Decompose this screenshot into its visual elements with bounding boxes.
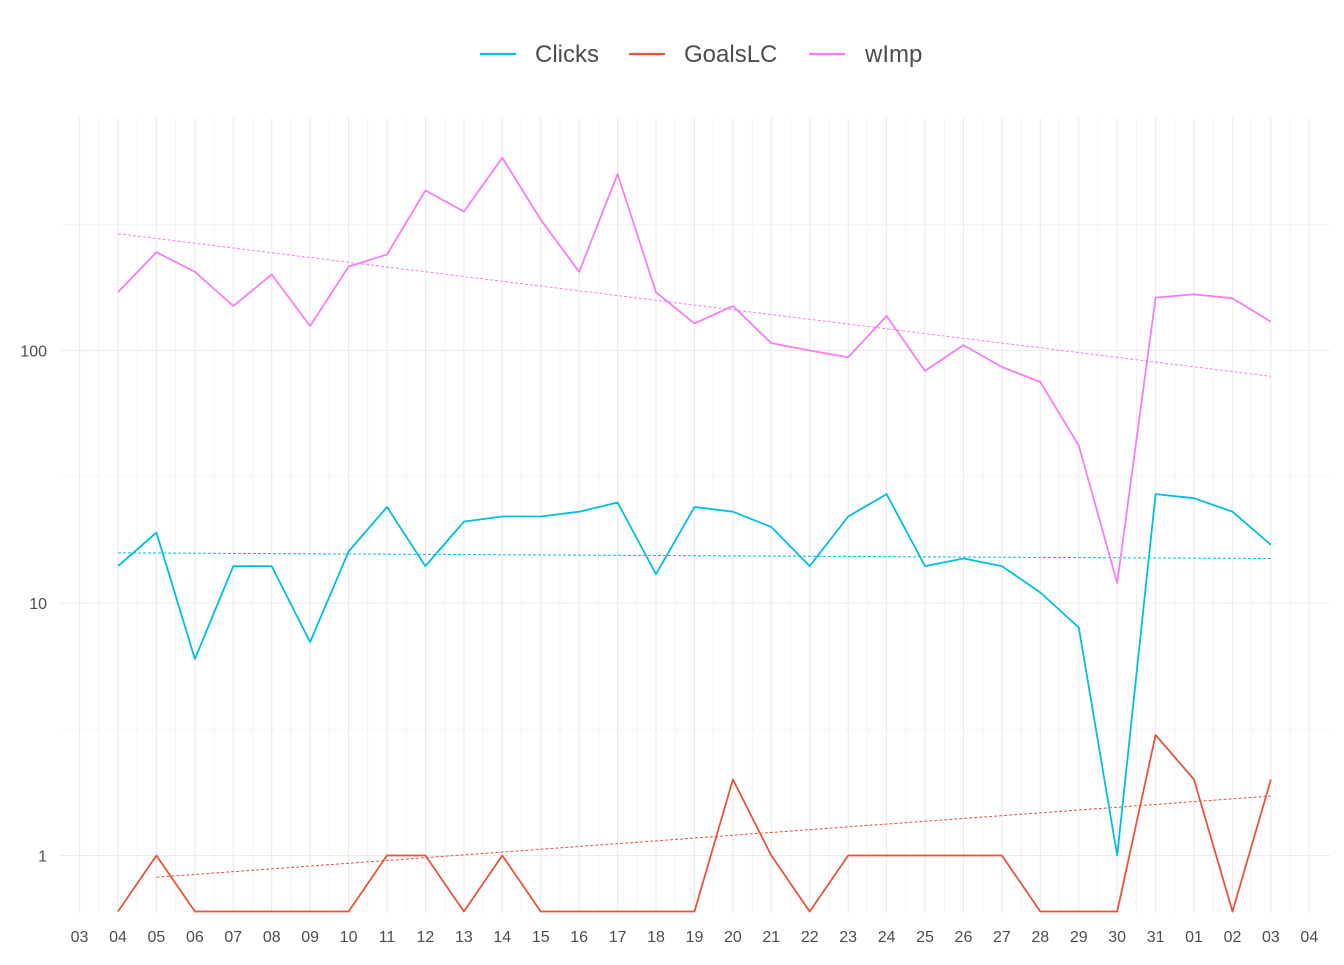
series-line-clicks bbox=[117, 493, 1272, 857]
y-tick-label: 1 bbox=[38, 849, 47, 866]
legend-item-goalslc: GoalsLC bbox=[629, 41, 777, 68]
x-tick-label: 21 bbox=[762, 929, 780, 946]
x-tick-label: 11 bbox=[379, 929, 396, 946]
x-tick-label: 27 bbox=[993, 929, 1011, 946]
trend-line-goalslc bbox=[156, 795, 1271, 878]
x-tick-label: 22 bbox=[801, 929, 819, 946]
x-tick-label: 01 bbox=[1185, 929, 1203, 946]
trend-layer bbox=[117, 233, 1271, 878]
x-tick-label: 08 bbox=[263, 929, 281, 946]
x-tick-label: 03 bbox=[1262, 929, 1280, 946]
y-tick-label: 100 bbox=[20, 344, 47, 361]
x-tick-label: 10 bbox=[340, 929, 358, 946]
x-tick-label: 14 bbox=[493, 929, 511, 946]
x-tick-label: 29 bbox=[1070, 929, 1088, 946]
grid-layer bbox=[60, 118, 1330, 913]
x-tick-label: 18 bbox=[647, 929, 665, 946]
series-layer bbox=[117, 156, 1272, 913]
x-tick-label: 25 bbox=[916, 929, 934, 946]
legend-label-goalslc: GoalsLC bbox=[684, 41, 777, 68]
x-tick-label: 09 bbox=[301, 929, 319, 946]
x-tick-label: 04 bbox=[109, 929, 127, 946]
x-tick-label: 05 bbox=[148, 929, 166, 946]
x-tick-label: 12 bbox=[417, 929, 435, 946]
x-tick-label: 26 bbox=[955, 929, 973, 946]
x-tick-label: 23 bbox=[839, 929, 857, 946]
x-tick-label: 30 bbox=[1108, 929, 1126, 946]
legend: Clicks GoalsLC wImp bbox=[480, 41, 922, 68]
x-tick-label: 15 bbox=[532, 929, 550, 946]
trend-line-clicks bbox=[117, 552, 1271, 560]
x-tick-label: 31 bbox=[1147, 929, 1165, 946]
y-tick-label: 10 bbox=[29, 596, 47, 613]
legend-label-wimp: wImp bbox=[864, 41, 922, 68]
axis-layer: 1 10 100 03 04 05 06 07 08 09 10 11 12 13 14 15 16 17 18 19… bbox=[20, 344, 1318, 947]
x-tick-label: 02 bbox=[1224, 929, 1242, 946]
x-tick-label: 16 bbox=[570, 929, 588, 946]
x-tick-label: 03 bbox=[71, 929, 89, 946]
x-tick-label: 19 bbox=[686, 929, 704, 946]
x-tick-label: 24 bbox=[878, 929, 896, 946]
trend-line-wimp bbox=[117, 233, 1271, 377]
x-tick-label: 06 bbox=[186, 929, 204, 946]
x-tick-label: 28 bbox=[1031, 929, 1049, 946]
x-tick-label: 20 bbox=[724, 929, 742, 946]
x-tick-label: 17 bbox=[609, 929, 627, 946]
x-tick-label: 07 bbox=[224, 929, 242, 946]
series-line-wimp bbox=[117, 156, 1272, 584]
x-tick-label: 13 bbox=[455, 929, 473, 946]
series-line-goalslc bbox=[117, 734, 1272, 913]
legend-label-clicks: Clicks bbox=[535, 41, 599, 68]
legend-item-clicks: Clicks bbox=[480, 41, 599, 68]
legend-item-wimp: wImp bbox=[809, 41, 922, 68]
x-tick-label: 04 bbox=[1300, 929, 1318, 946]
